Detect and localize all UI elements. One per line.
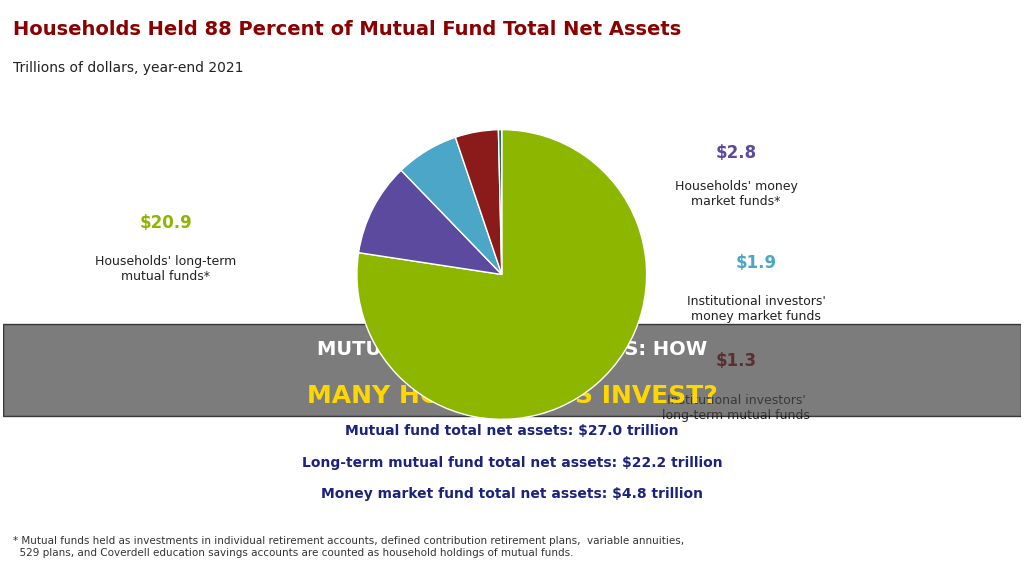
Text: Households' long-term
mutual funds*: Households' long-term mutual funds* — [95, 255, 237, 283]
Text: Households' money
market funds*: Households' money market funds* — [675, 180, 798, 208]
Text: MUTUAL FUND INVESTMENTS: HOW: MUTUAL FUND INVESTMENTS: HOW — [316, 340, 708, 359]
Text: Trillions of dollars, year-end 2021: Trillions of dollars, year-end 2021 — [13, 61, 244, 75]
Text: Households Held 88 Percent of Mutual Fund Total Net Assets: Households Held 88 Percent of Mutual Fun… — [13, 20, 681, 39]
Text: Money market fund total net assets: $4.8 trillion: Money market fund total net assets: $4.8… — [321, 488, 703, 502]
Text: Institutional investors'
long-term mutual funds: Institutional investors' long-term mutua… — [663, 394, 810, 422]
Wedge shape — [456, 130, 502, 274]
Wedge shape — [358, 171, 502, 274]
FancyBboxPatch shape — [3, 324, 1021, 416]
Text: Mutual fund total net assets: $27.0 trillion: Mutual fund total net assets: $27.0 tril… — [345, 424, 679, 438]
Wedge shape — [401, 137, 502, 274]
Text: $2.8: $2.8 — [716, 144, 757, 162]
Text: MANY HOUSEHOLDS INVEST?: MANY HOUSEHOLDS INVEST? — [306, 384, 718, 408]
Text: $1.9: $1.9 — [736, 254, 777, 272]
Text: $20.9: $20.9 — [139, 214, 193, 232]
Text: Institutional investors'
money market funds: Institutional investors' money market fu… — [687, 296, 826, 324]
Wedge shape — [357, 130, 646, 419]
Text: $1.3: $1.3 — [716, 352, 757, 370]
Text: Long-term mutual fund total net assets: $22.2 trillion: Long-term mutual fund total net assets: … — [302, 456, 722, 470]
Text: * Mutual funds held as investments in individual retirement accounts, defined co: * Mutual funds held as investments in in… — [13, 537, 684, 558]
Wedge shape — [499, 130, 502, 274]
